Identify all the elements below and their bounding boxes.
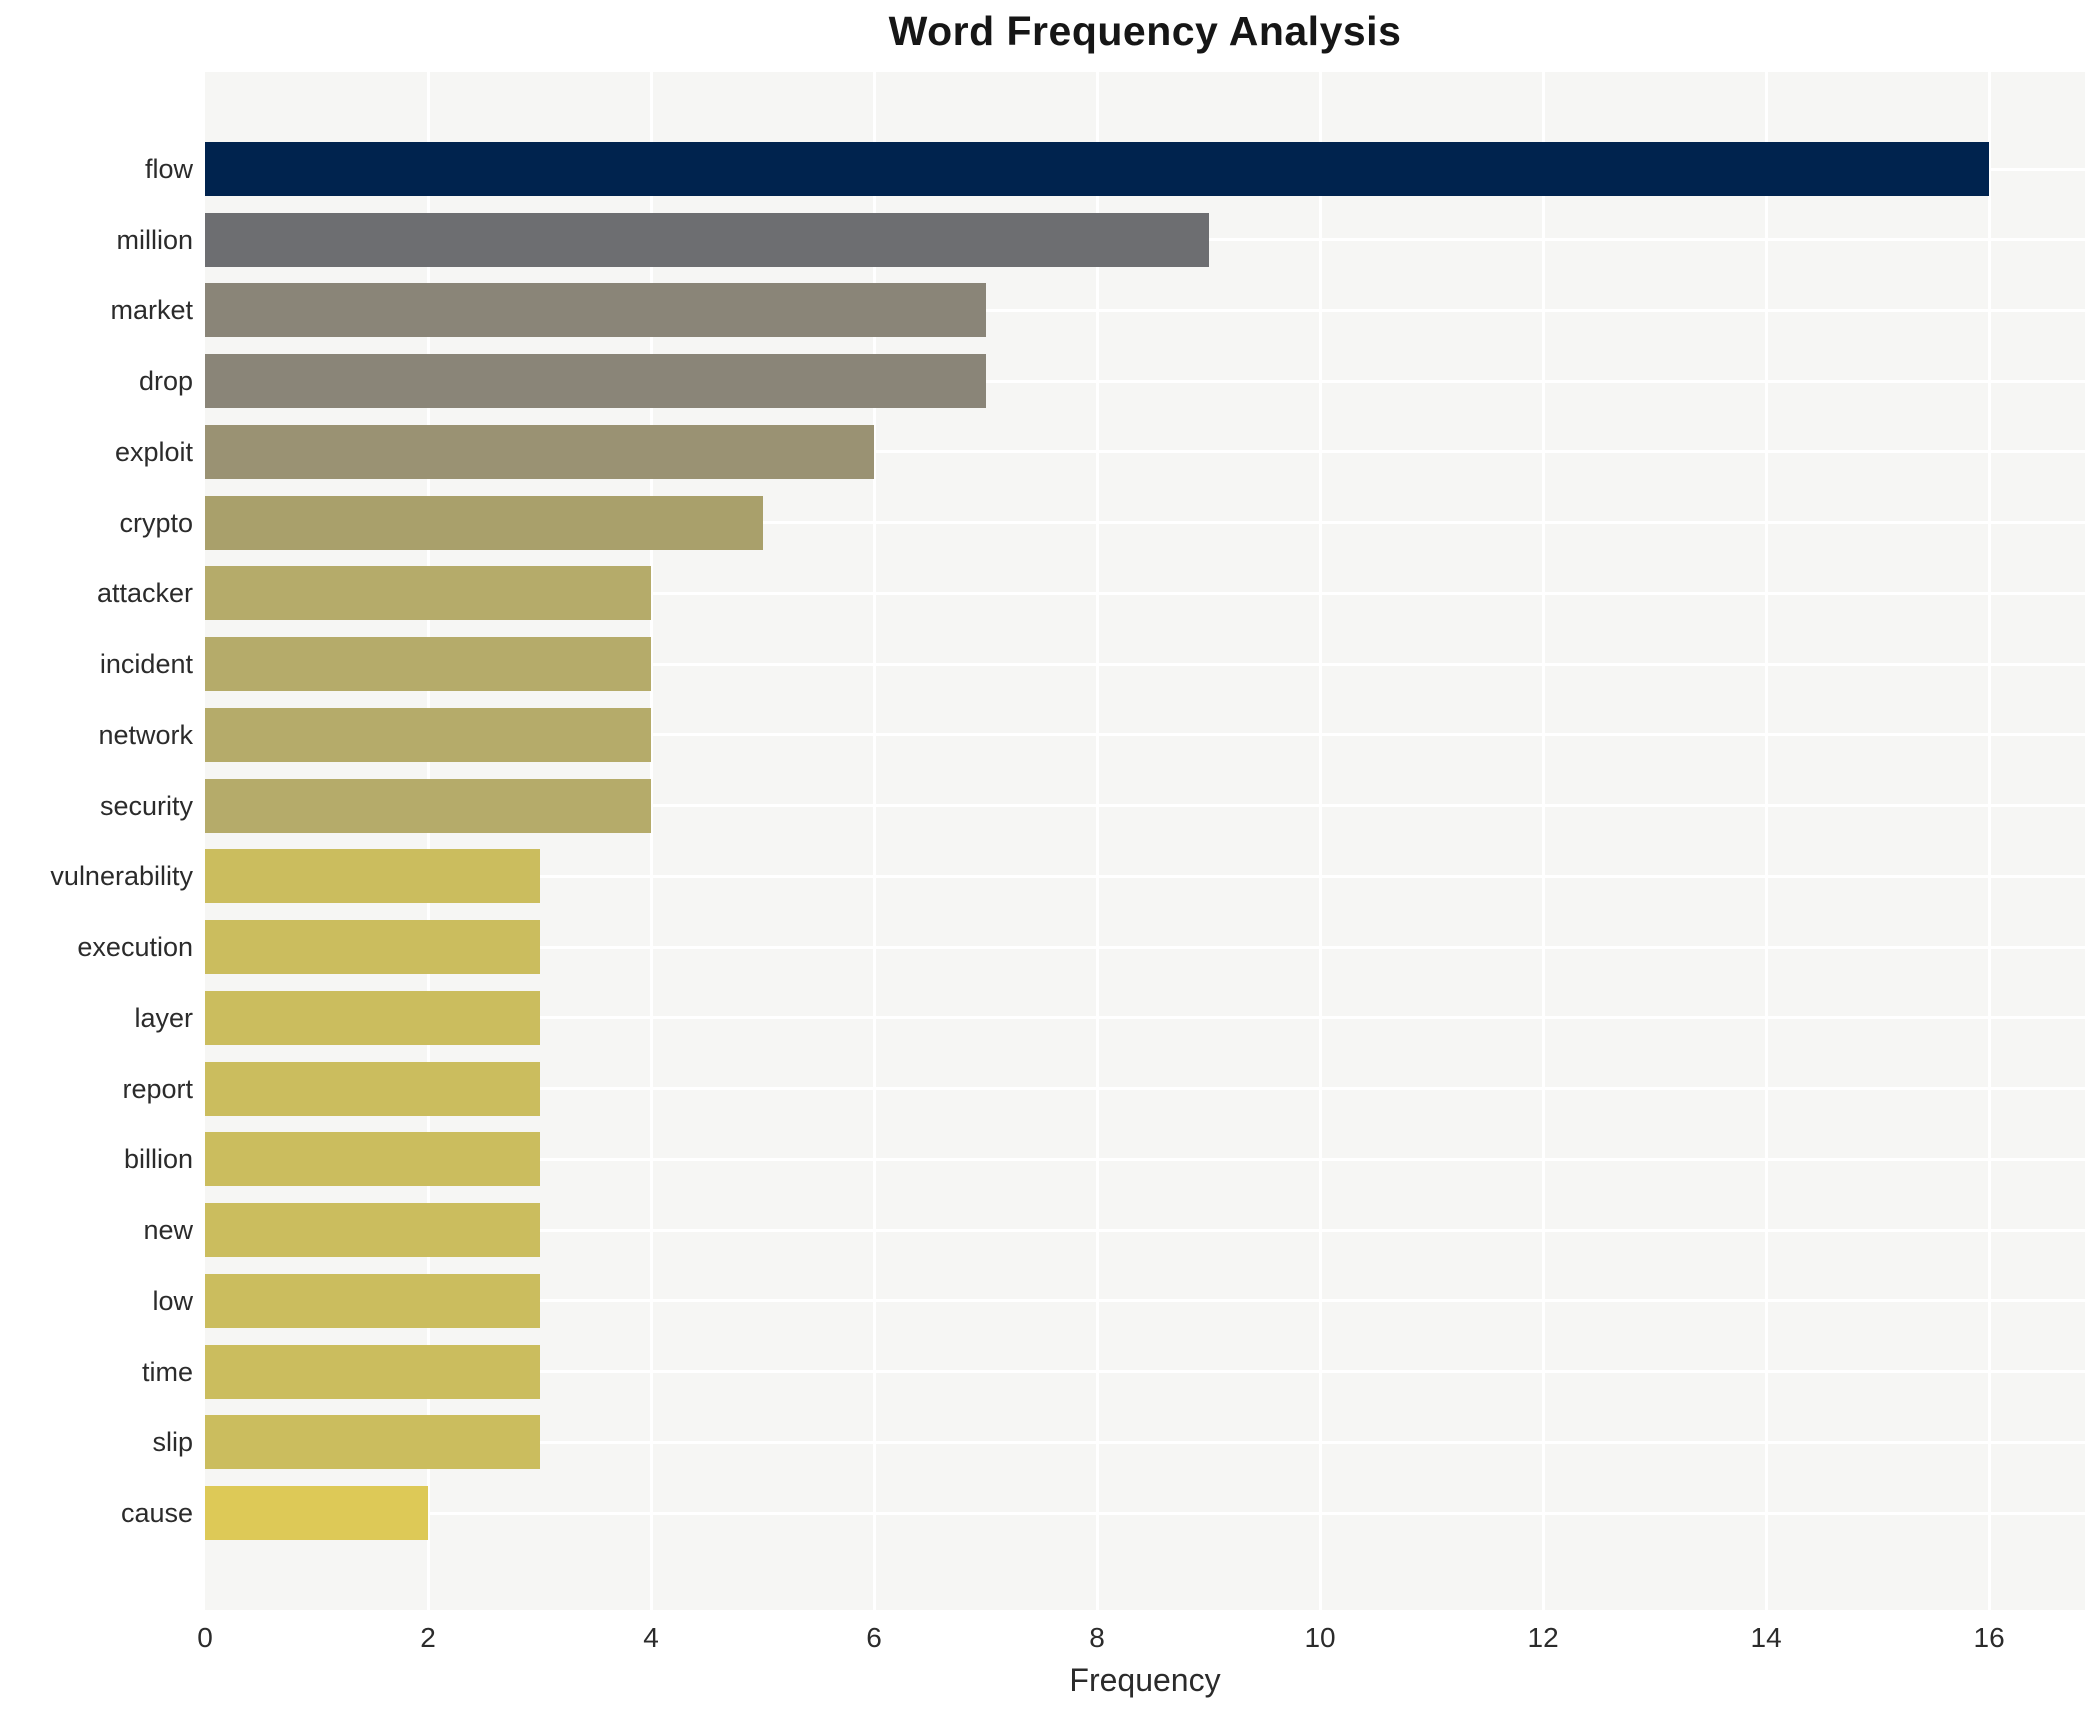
bar-cause: [205, 1486, 428, 1541]
x-tick-label: 10: [1304, 1622, 1336, 1653]
plot-area: [205, 72, 2085, 1610]
y-tick-label: flow: [144, 154, 193, 184]
bar-low: [205, 1273, 540, 1328]
y-tick-label: attacker: [96, 578, 193, 609]
y-tick-label: time: [141, 1356, 193, 1387]
bar-network: [205, 707, 652, 762]
y-tick-label: network: [98, 719, 193, 750]
y-tick-label: vulnerability: [50, 861, 193, 892]
bar-incident: [205, 637, 652, 692]
bar-market: [205, 283, 986, 338]
horizontal-gridline: [205, 1228, 2085, 1232]
x-tick-label: 14: [1750, 1622, 1782, 1653]
x-tick-label: 8: [1089, 1622, 1105, 1653]
bar-slip: [205, 1415, 540, 1470]
horizontal-gridline: [205, 591, 2085, 595]
vertical-gridline: [1095, 72, 1099, 1610]
y-tick-label: report: [122, 1073, 193, 1104]
x-axis-ticks: 0 2 4 6 8 10 12 14 16: [197, 1622, 2085, 1662]
bar-million: [205, 212, 1209, 267]
y-tick-label: slip: [152, 1427, 193, 1458]
horizontal-gridline: [205, 1087, 2085, 1091]
chart-title: Word Frequency Analysis: [888, 8, 1402, 54]
vertical-gridline: [1987, 72, 1991, 1610]
x-tick-label: 12: [1527, 1622, 1559, 1653]
x-tick-label: 16: [1973, 1622, 2005, 1653]
bar-execution: [205, 920, 540, 975]
y-tick-label: drop: [138, 366, 193, 397]
y-tick-label: new: [143, 1215, 193, 1246]
horizontal-gridline: [205, 662, 2085, 666]
horizontal-gridline: [205, 1299, 2085, 1303]
x-axis-label: Frequency: [1069, 1662, 1221, 1698]
vertical-gridline: [1764, 72, 1768, 1610]
horizontal-gridline: [205, 379, 2085, 383]
bar-crypto: [205, 495, 763, 550]
bar-attacker: [205, 566, 652, 621]
bar-drop: [205, 354, 986, 409]
vertical-gridline: [426, 72, 430, 1610]
y-tick-label: billion: [123, 1144, 193, 1175]
bar-billion: [205, 1132, 540, 1187]
horizontal-gridline: [205, 874, 2085, 878]
y-tick-label: low: [152, 1285, 193, 1316]
y-tick-label: execution: [77, 932, 193, 963]
x-tick-label: 2: [420, 1622, 436, 1653]
vertical-gridline: [872, 72, 876, 1610]
y-tick-label: incident: [99, 649, 193, 680]
y-axis-labels: flow million market drop exploit crypto attack…: [0, 72, 193, 1610]
y-tick-label: security: [99, 790, 193, 821]
horizontal-gridline: [205, 521, 2085, 525]
bar-report: [205, 1061, 540, 1116]
x-tick-label: 0: [197, 1622, 213, 1653]
bar-time: [205, 1344, 540, 1399]
horizontal-gridline: [205, 450, 2085, 454]
y-tick-label: layer: [134, 1002, 193, 1033]
x-tick-label: 6: [866, 1622, 882, 1653]
horizontal-gridline: [205, 945, 2085, 949]
horizontal-gridline: [205, 1157, 2085, 1161]
horizontal-gridline: [205, 1440, 2085, 1444]
y-tick-label: crypto: [119, 507, 193, 538]
bar-new: [205, 1203, 540, 1258]
vertical-gridline: [649, 72, 653, 1610]
bar-exploit: [205, 424, 875, 479]
horizontal-gridline: [205, 733, 2085, 737]
horizontal-gridline: [205, 1370, 2085, 1374]
y-tick-label: million: [116, 224, 193, 255]
y-tick-label: exploit: [114, 436, 193, 467]
y-tick-label: cause: [120, 1498, 193, 1529]
horizontal-gridline: [205, 804, 2085, 808]
bar-vulnerability: [205, 849, 540, 904]
bar-layer: [205, 990, 540, 1045]
bar-flow: [205, 142, 1990, 196]
horizontal-gridline: [205, 1511, 2085, 1515]
y-tick-label: market: [110, 295, 193, 326]
horizontal-gridline: [205, 308, 2085, 312]
x-tick-label: 4: [643, 1622, 659, 1653]
horizontal-gridline: [205, 1016, 2085, 1020]
vertical-gridline: [1541, 72, 1545, 1610]
vertical-gridline: [1318, 72, 1322, 1610]
bar-security: [205, 778, 652, 833]
